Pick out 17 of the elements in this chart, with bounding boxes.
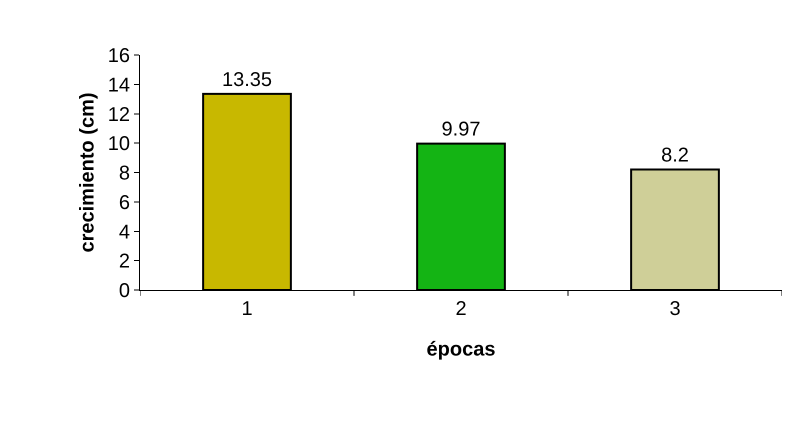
y-tick-label: 4 [118,221,130,244]
y-tick-label: 0 [118,280,130,302]
x-tick-label: 1 [241,298,253,320]
y-tick-label: 10 [108,133,130,156]
y-tick-label: 8 [118,162,130,184]
x-tick-label: 3 [669,298,681,320]
x-tick-label: 2 [455,298,467,320]
y-tick-label: 2 [118,250,130,273]
data-label: 9.97 [442,118,480,141]
y-tick-label: 14 [108,74,130,96]
y-tick-label: 12 [108,104,130,126]
x-axis-title: épocas [426,338,496,360]
y-tick-label: 6 [118,192,130,214]
y-tick-label: 16 [108,45,130,67]
data-label: 13.35 [222,68,272,91]
data-label: 8.2 [661,144,689,167]
y-axis-title: crecimiento (cm) [76,92,98,253]
